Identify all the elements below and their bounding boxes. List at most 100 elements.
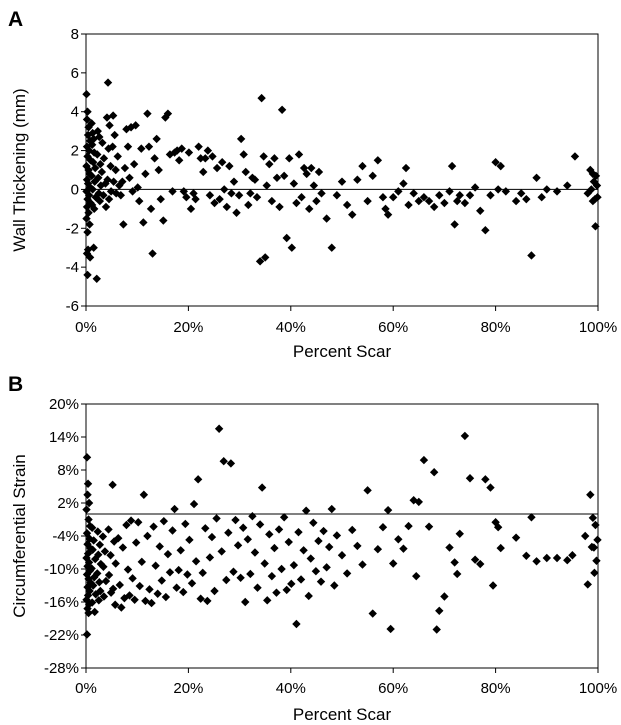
data-point-a — [93, 150, 102, 159]
data-point-b — [272, 588, 281, 597]
y-axis-title-b: Circumferential Strain — [10, 454, 29, 617]
data-point-b — [243, 535, 252, 544]
y-tick-label-b: -16% — [44, 594, 79, 611]
data-point-a — [208, 152, 217, 161]
y-tick-label-a: 2 — [71, 143, 79, 160]
data-point-b — [89, 536, 98, 545]
data-point-a — [404, 200, 413, 210]
data-point-a — [246, 189, 255, 198]
data-point-a — [96, 159, 105, 169]
data-point-a — [383, 210, 393, 219]
data-point-a — [394, 187, 403, 196]
data-point-b — [84, 498, 94, 508]
data-point-b — [131, 538, 141, 547]
data-point-a — [159, 216, 168, 225]
data-point-a — [106, 161, 115, 171]
data-point-b — [104, 570, 114, 580]
data-point-a — [593, 193, 602, 202]
data-point-a — [491, 158, 500, 167]
data-point-b — [292, 619, 301, 629]
data-point-a — [447, 161, 457, 171]
data-point-b — [314, 536, 323, 546]
data-point-a — [220, 185, 229, 194]
data-point-a — [322, 214, 331, 223]
data-point-b — [101, 576, 111, 586]
plot-area-b — [85, 403, 599, 669]
data-point-a — [82, 115, 92, 124]
data-point-b — [151, 561, 160, 570]
data-point-a — [234, 191, 244, 200]
data-point-b — [222, 575, 231, 585]
data-point-a — [110, 130, 119, 140]
data-point-a — [105, 121, 114, 130]
data-point-a — [91, 163, 100, 173]
data-point-b — [590, 568, 599, 578]
data-point-b — [212, 514, 221, 523]
data-point-b — [229, 567, 238, 576]
x-tick-label-a: 60% — [378, 319, 408, 336]
panel-a-wall-thickening: A -6 -4 -2 0 2 4 6 8 0% 20% 40% 60% 80% 100% Percent… — [8, 8, 617, 361]
data-point-a — [137, 144, 146, 153]
data-point-b — [270, 543, 279, 553]
data-point-b — [253, 583, 262, 592]
data-point-a — [92, 274, 101, 283]
data-point-b — [429, 468, 439, 477]
data-point-a — [317, 189, 326, 198]
x-tick-label-b: 20% — [173, 680, 203, 697]
data-point-a — [522, 194, 531, 204]
y-tick-label-b: 2% — [57, 495, 79, 512]
data-point-b — [145, 585, 154, 594]
data-point-b — [95, 578, 104, 587]
data-point-a — [294, 150, 304, 159]
data-point-b — [399, 544, 408, 553]
data-point-b — [353, 541, 362, 551]
data-point-a — [215, 194, 224, 204]
data-point-b — [493, 523, 503, 532]
data-point-b — [373, 545, 383, 554]
data-point-a — [139, 218, 148, 227]
data-point-b — [147, 598, 156, 608]
x-tick-label-b: 100% — [579, 680, 617, 697]
data-point-a — [279, 171, 289, 181]
data-point-b — [201, 524, 210, 533]
data-point-b — [219, 457, 228, 466]
y-tick-label-a: -4 — [66, 259, 79, 276]
data-point-a — [123, 142, 133, 151]
data-point-b — [583, 580, 592, 589]
data-point-a — [133, 183, 142, 192]
data-point-b — [155, 542, 164, 551]
y-tick-label-a: 4 — [71, 104, 79, 121]
data-point-a — [353, 175, 362, 184]
y-axis-a: -6 -4 -2 0 2 4 6 8 — [66, 26, 86, 315]
data-point-a — [106, 187, 116, 196]
data-point-b — [332, 531, 342, 540]
data-point-b — [99, 592, 109, 601]
data-point-a — [85, 220, 94, 229]
data-point-a — [368, 171, 377, 181]
data-point-b — [111, 559, 120, 568]
data-point-b — [90, 607, 99, 617]
data-point-b — [592, 556, 601, 565]
data-point-b — [165, 568, 175, 577]
x-tick-label-a: 40% — [276, 319, 306, 336]
data-point-a — [297, 193, 306, 202]
data-point-a — [201, 154, 210, 163]
data-point-b — [106, 588, 116, 597]
data-point-a — [429, 202, 439, 212]
panel-b-circumferential-strain: B -28% -22% -16% -10% -4% 2% 8% 14% 20% 0% 20% 40%… — [8, 373, 617, 724]
data-point-b — [123, 565, 133, 574]
data-point-a — [194, 142, 203, 151]
data-point-b — [257, 483, 267, 492]
data-point-b — [153, 589, 162, 598]
y-tick-label-a: 6 — [71, 65, 79, 82]
data-point-a — [116, 191, 126, 200]
data-point-b — [157, 576, 166, 585]
data-point-b — [191, 557, 201, 566]
data-point-a — [476, 206, 485, 215]
data-point-a — [89, 148, 99, 157]
data-point-b — [108, 480, 117, 490]
data-point-a — [98, 138, 107, 147]
data-point-b — [172, 583, 181, 592]
data-point-a — [174, 156, 184, 165]
data-point-a — [89, 204, 99, 214]
